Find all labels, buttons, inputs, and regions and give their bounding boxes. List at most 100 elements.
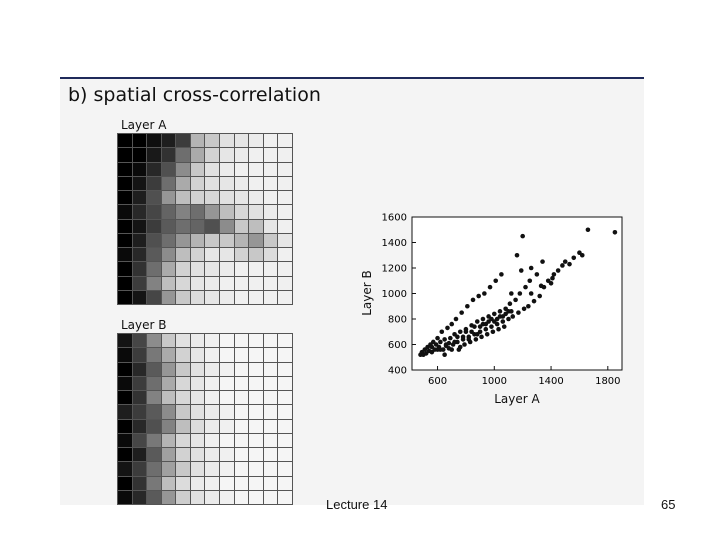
scatter-point (540, 259, 545, 264)
scatter-point (555, 268, 561, 273)
grid-cell (176, 334, 190, 348)
grid-cell (176, 448, 190, 462)
grid-cell (234, 162, 249, 176)
grid-cell (249, 376, 263, 390)
layer-b-label: Layer B (121, 318, 167, 332)
grid-cell (176, 348, 190, 362)
grid-cell (118, 262, 132, 276)
grid-cell (205, 176, 220, 190)
grid-cell (132, 205, 147, 219)
scatter-point (494, 316, 500, 322)
y-tick-label: 600 (388, 340, 407, 351)
grid-cell (220, 176, 234, 190)
grid-cell (161, 276, 176, 290)
grid-cell (147, 162, 161, 176)
grid-cell (161, 391, 176, 405)
scatter-point (486, 319, 491, 324)
grid-cell (190, 348, 205, 362)
scatter-point (459, 310, 464, 315)
grid-cell (190, 134, 205, 148)
scatter-point (465, 303, 470, 309)
grid-cell (190, 476, 205, 490)
grid-cell (278, 276, 292, 290)
grid-cell (234, 462, 249, 476)
grid-cell (263, 462, 278, 476)
scatter-point (527, 278, 533, 284)
scatter-point (560, 263, 565, 268)
grid-cell (278, 191, 292, 205)
scatter-point (513, 297, 518, 303)
grid-cell (220, 462, 234, 476)
grid-cell (249, 205, 263, 219)
grid-cell (234, 248, 249, 262)
grid-cell (278, 290, 292, 304)
grid-cell (263, 262, 278, 276)
scatter-point (429, 344, 435, 350)
grid-cell (249, 462, 263, 476)
grid-cell (220, 262, 234, 276)
scatter-point (435, 335, 440, 341)
grid-cell (190, 290, 205, 304)
scatter-point (507, 301, 513, 306)
grid-cell (147, 248, 161, 262)
grid-cell (132, 276, 147, 290)
grid-cell (118, 476, 132, 490)
grid-cell (161, 476, 176, 490)
grid-cell (132, 405, 147, 419)
grid-cell (161, 191, 176, 205)
grid-cell (234, 290, 249, 304)
grid-cell (147, 148, 161, 162)
grid-cell (118, 348, 132, 362)
scatter-point (500, 319, 506, 324)
y-axis-label: Layer B (360, 270, 374, 316)
grid-cell (190, 262, 205, 276)
grid-cell (205, 191, 220, 205)
grid-cell (118, 248, 132, 262)
grid-cell (249, 162, 263, 176)
grid-cell (278, 490, 292, 504)
grid-cell (263, 433, 278, 447)
footer-text: Lecture 14 (326, 497, 388, 512)
grid-cell (147, 276, 161, 290)
scatter-point (520, 233, 525, 239)
scatter-point (491, 311, 497, 317)
grid-cell (176, 176, 190, 190)
grid-cell (249, 262, 263, 276)
scatter-point (531, 298, 537, 304)
x-tick-label: 1800 (595, 376, 620, 387)
grid-cell (161, 490, 176, 504)
grid-cell (161, 176, 176, 190)
grid-cell (205, 405, 220, 419)
grid-cell (147, 391, 161, 405)
grid-cell (205, 462, 220, 476)
scatter-point (528, 291, 534, 296)
scatter-point (442, 337, 447, 342)
grid-cell (234, 490, 249, 504)
grid-cell (220, 490, 234, 504)
grid-cell (205, 348, 220, 362)
grid-cell (220, 476, 234, 490)
grid-cell (278, 462, 292, 476)
grid-cell (118, 191, 132, 205)
grid-cell (147, 191, 161, 205)
grid-cell (118, 176, 132, 190)
grid-cell (161, 262, 176, 276)
grid-cell (147, 262, 161, 276)
grid-cell (190, 191, 205, 205)
scatter-point (497, 309, 503, 314)
grid-cell (118, 290, 132, 304)
grid-cell (190, 148, 205, 162)
grid-cell (190, 219, 205, 233)
grid-cell (220, 290, 234, 304)
grid-cell (132, 462, 147, 476)
grid-cell (161, 405, 176, 419)
scatter-point (484, 332, 490, 337)
scatter-point (445, 325, 450, 331)
scatter-point (457, 344, 463, 350)
grid-cell (205, 448, 220, 462)
grid-cell (234, 276, 249, 290)
grid-cell (118, 205, 132, 219)
grid-cell (132, 448, 147, 462)
scatter-point (477, 324, 483, 329)
x-tick-label: 600 (428, 376, 447, 387)
